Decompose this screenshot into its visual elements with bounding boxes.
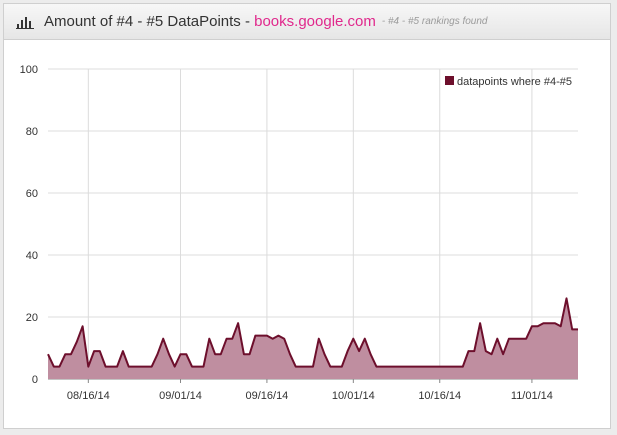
chart-legend: datapoints where #4-#5: [445, 76, 572, 88]
series-line: [47, 297, 578, 368]
panel-header: Amount of #4 - #5 DataPoints - books.goo…: [4, 4, 610, 40]
site-link[interactable]: books.google.com: [254, 13, 376, 30]
chart-grid: [48, 68, 578, 380]
chart-series: [47, 297, 578, 379]
y-tick-label: 100: [20, 64, 38, 76]
chart-axes: 0 20 40 60 80 100 08/16/14 09/01/14 09/16/14 10/0…: [20, 64, 553, 402]
panel-title: Amount of #4 - #5 DataPoints - books.goo…: [44, 13, 376, 30]
bar-chart-icon: [16, 16, 34, 29]
x-tick-label: 10/01/14: [332, 390, 375, 402]
y-tick-label: 0: [32, 374, 38, 386]
chart-panel: Amount of #4 - #5 DataPoints - books.goo…: [3, 3, 611, 429]
x-tick-label: 10/16/14: [418, 390, 461, 402]
y-tick-label: 60: [26, 188, 38, 200]
series-area: [48, 298, 578, 379]
x-tick-label: 08/16/14: [67, 390, 110, 402]
x-tick-label: 09/16/14: [245, 390, 288, 402]
legend-swatch: [445, 76, 454, 85]
y-tick-label: 20: [26, 312, 38, 324]
legend-label: datapoints where #4-#5: [457, 76, 572, 88]
x-tick-label: 09/01/14: [159, 390, 202, 402]
x-tick-label: 11/01/14: [511, 390, 553, 402]
y-tick-label: 40: [26, 250, 38, 262]
panel-subtitle: - #4 - #5 rankings found: [381, 16, 488, 27]
y-tick-label: 80: [26, 126, 38, 138]
title-prefix: Amount of #4 - #5 DataPoints -: [44, 13, 255, 30]
